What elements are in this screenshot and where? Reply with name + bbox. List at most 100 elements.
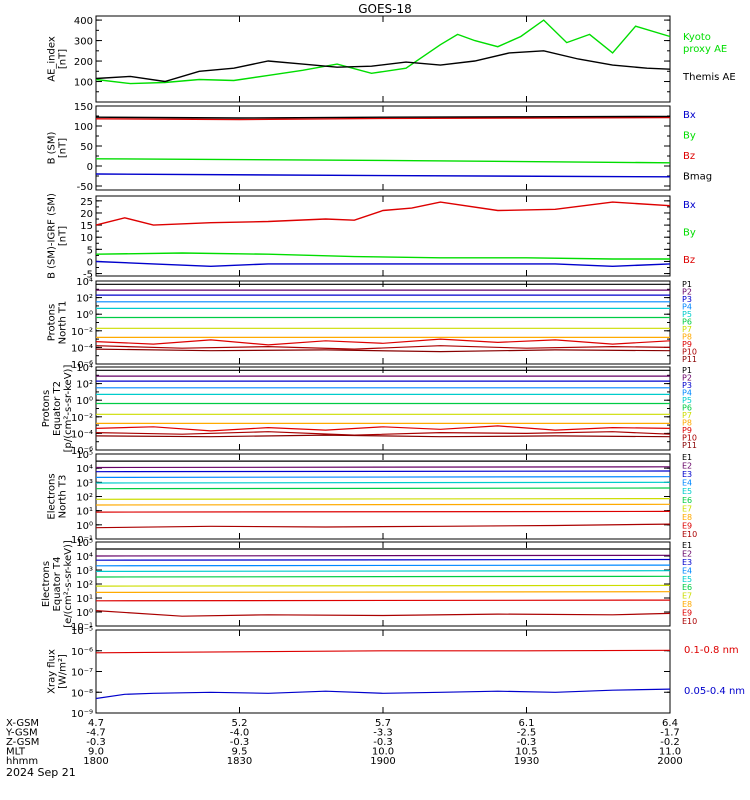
- legend-label: 0.1-0.8 nm: [684, 645, 739, 656]
- series-line: [95, 173, 671, 178]
- series-line: [95, 510, 671, 513]
- x-row-label: hhmm: [6, 756, 38, 767]
- legend-label: P5: [682, 310, 692, 319]
- x-row-label: X-GSM: [6, 718, 39, 729]
- y-axis-title: [e/(cm²-s-sr-keV)]: [63, 540, 74, 628]
- series-line: [95, 476, 671, 478]
- legend-label: P4: [682, 303, 692, 312]
- y-tick-label: 10⁴: [76, 363, 93, 374]
- panel-5: 10⁴ 10² 10⁰ 10⁻² 10⁻⁴ 10⁻⁶ Protons Equator T2 [p…: [41, 363, 697, 457]
- x-row-value: 9.5: [232, 747, 248, 758]
- y-tick-label: 5: [87, 245, 93, 256]
- legend-label: Kyoto: [683, 32, 711, 43]
- legend-label: E1: [682, 541, 692, 550]
- panel-frame: [95, 15, 671, 103]
- panel-7: 10⁵ 10⁴ 10³ 10² 10¹ 10⁰ 10⁻¹ Electrons Equator T…: [41, 538, 697, 633]
- x-row-value: -2.5: [517, 728, 537, 739]
- series-line: [95, 260, 671, 268]
- y-tick-label: 10⁻⁸: [71, 688, 93, 699]
- y-tick-label: 10⁻²: [71, 413, 93, 424]
- y-tick-label: 10⁻²: [71, 327, 93, 338]
- x-row-value: 11.0: [659, 747, 681, 758]
- legend-label: P11: [682, 355, 697, 364]
- legend-label: E3: [682, 558, 692, 567]
- legend-label: Bz: [683, 255, 695, 266]
- panel-8: 10⁻⁵ 10⁻⁶ 10⁻⁷ 10⁻⁸ 10⁻⁹ Xray flux [W/m²] 0.1-0…: [47, 626, 746, 720]
- y-axis-title: [W/m²]: [58, 654, 69, 689]
- y-tick-label: 10⁻⁴: [71, 429, 93, 440]
- series-line: [95, 599, 671, 602]
- panel-2: -50 0 50 100 150 B (SM) [nT] Bx By Bz Bmag: [47, 102, 713, 193]
- legend-label: P2: [682, 374, 692, 383]
- x-row-label: MLT: [6, 747, 26, 758]
- legend-label: P3: [682, 381, 692, 390]
- x-row-value: 1900: [370, 756, 395, 767]
- y-tick-label: 10⁰: [76, 608, 93, 619]
- legend-label: P2: [682, 288, 692, 297]
- y-tick-label: 0: [87, 257, 93, 268]
- y-tick-label: 10²: [76, 493, 93, 504]
- y-tick-label: 10³: [76, 478, 93, 489]
- y-axis-title: Equator T4: [52, 557, 63, 612]
- y-tick-label: 25: [80, 197, 93, 208]
- y-axis-title: Equator T2: [52, 381, 63, 436]
- y-tick-label: 10⁻¹: [71, 535, 93, 546]
- x-row-value: 6.1: [519, 718, 535, 729]
- legend-label: P10: [682, 348, 697, 357]
- y-tick-label: 200: [74, 57, 93, 68]
- x-row-value: 1930: [514, 756, 539, 767]
- y-tick-label: 0: [87, 162, 93, 173]
- y-tick-label: 10⁴: [76, 464, 93, 475]
- y-axis-title: [nT]: [58, 226, 69, 246]
- series-line: [95, 345, 671, 350]
- y-axis-title: [nT]: [58, 49, 69, 69]
- y-axis-title: North T3: [58, 475, 69, 519]
- y-tick-label: 10⁴: [76, 552, 93, 563]
- legend-label: E10: [682, 530, 697, 539]
- x-row-value: 5.2: [232, 718, 248, 729]
- series-line: [95, 19, 671, 85]
- legend-label: E8: [682, 513, 692, 522]
- y-axis-title: Electrons: [41, 561, 52, 607]
- series-line: [95, 338, 671, 346]
- legend-label: E4: [682, 479, 692, 488]
- series-line: [95, 425, 671, 432]
- y-axis-title: Protons: [47, 304, 58, 341]
- y-tick-label: 10⁻¹: [71, 622, 93, 633]
- legend-label: E2: [682, 549, 692, 558]
- series-line: [95, 554, 671, 557]
- legend-label: E9: [682, 609, 692, 618]
- y-tick-label: 15: [80, 221, 93, 232]
- panel-frame: [95, 366, 671, 451]
- series-line: [95, 649, 671, 654]
- series-line: [95, 584, 671, 587]
- plot-title: GOES-18: [358, 2, 412, 16]
- legend-label: Bmag: [683, 172, 712, 183]
- legend-label: P8: [682, 419, 692, 428]
- legend-label: P1: [682, 366, 692, 375]
- x-row-value: 4.7: [88, 718, 104, 729]
- series-line: [95, 558, 671, 561]
- y-tick-label: 150: [74, 102, 93, 113]
- legend-label: E9: [682, 521, 692, 530]
- legend-label: By: [683, 131, 696, 142]
- legend-label: E5: [682, 487, 692, 496]
- x-row-value: -0.3: [86, 737, 106, 748]
- legend-label: Bx: [683, 110, 696, 121]
- legend-label: P3: [682, 295, 692, 304]
- legend-label: Bx: [683, 200, 696, 211]
- x-row-value: -0.3: [517, 737, 537, 748]
- y-axis-title: North T1: [58, 301, 69, 345]
- y-tick-label: 10⁵: [76, 450, 93, 461]
- y-tick-label: 10⁰: [76, 310, 93, 321]
- series-line: [95, 591, 671, 594]
- y-tick-label: 300: [74, 37, 93, 48]
- series-line: [95, 201, 671, 226]
- y-axis-title: Electrons: [47, 473, 58, 519]
- series-line: [95, 431, 671, 436]
- legend-label: proxy AE: [683, 44, 727, 55]
- y-tick-label: 10⁻⁶: [71, 446, 93, 457]
- legend-label: E2: [682, 462, 692, 471]
